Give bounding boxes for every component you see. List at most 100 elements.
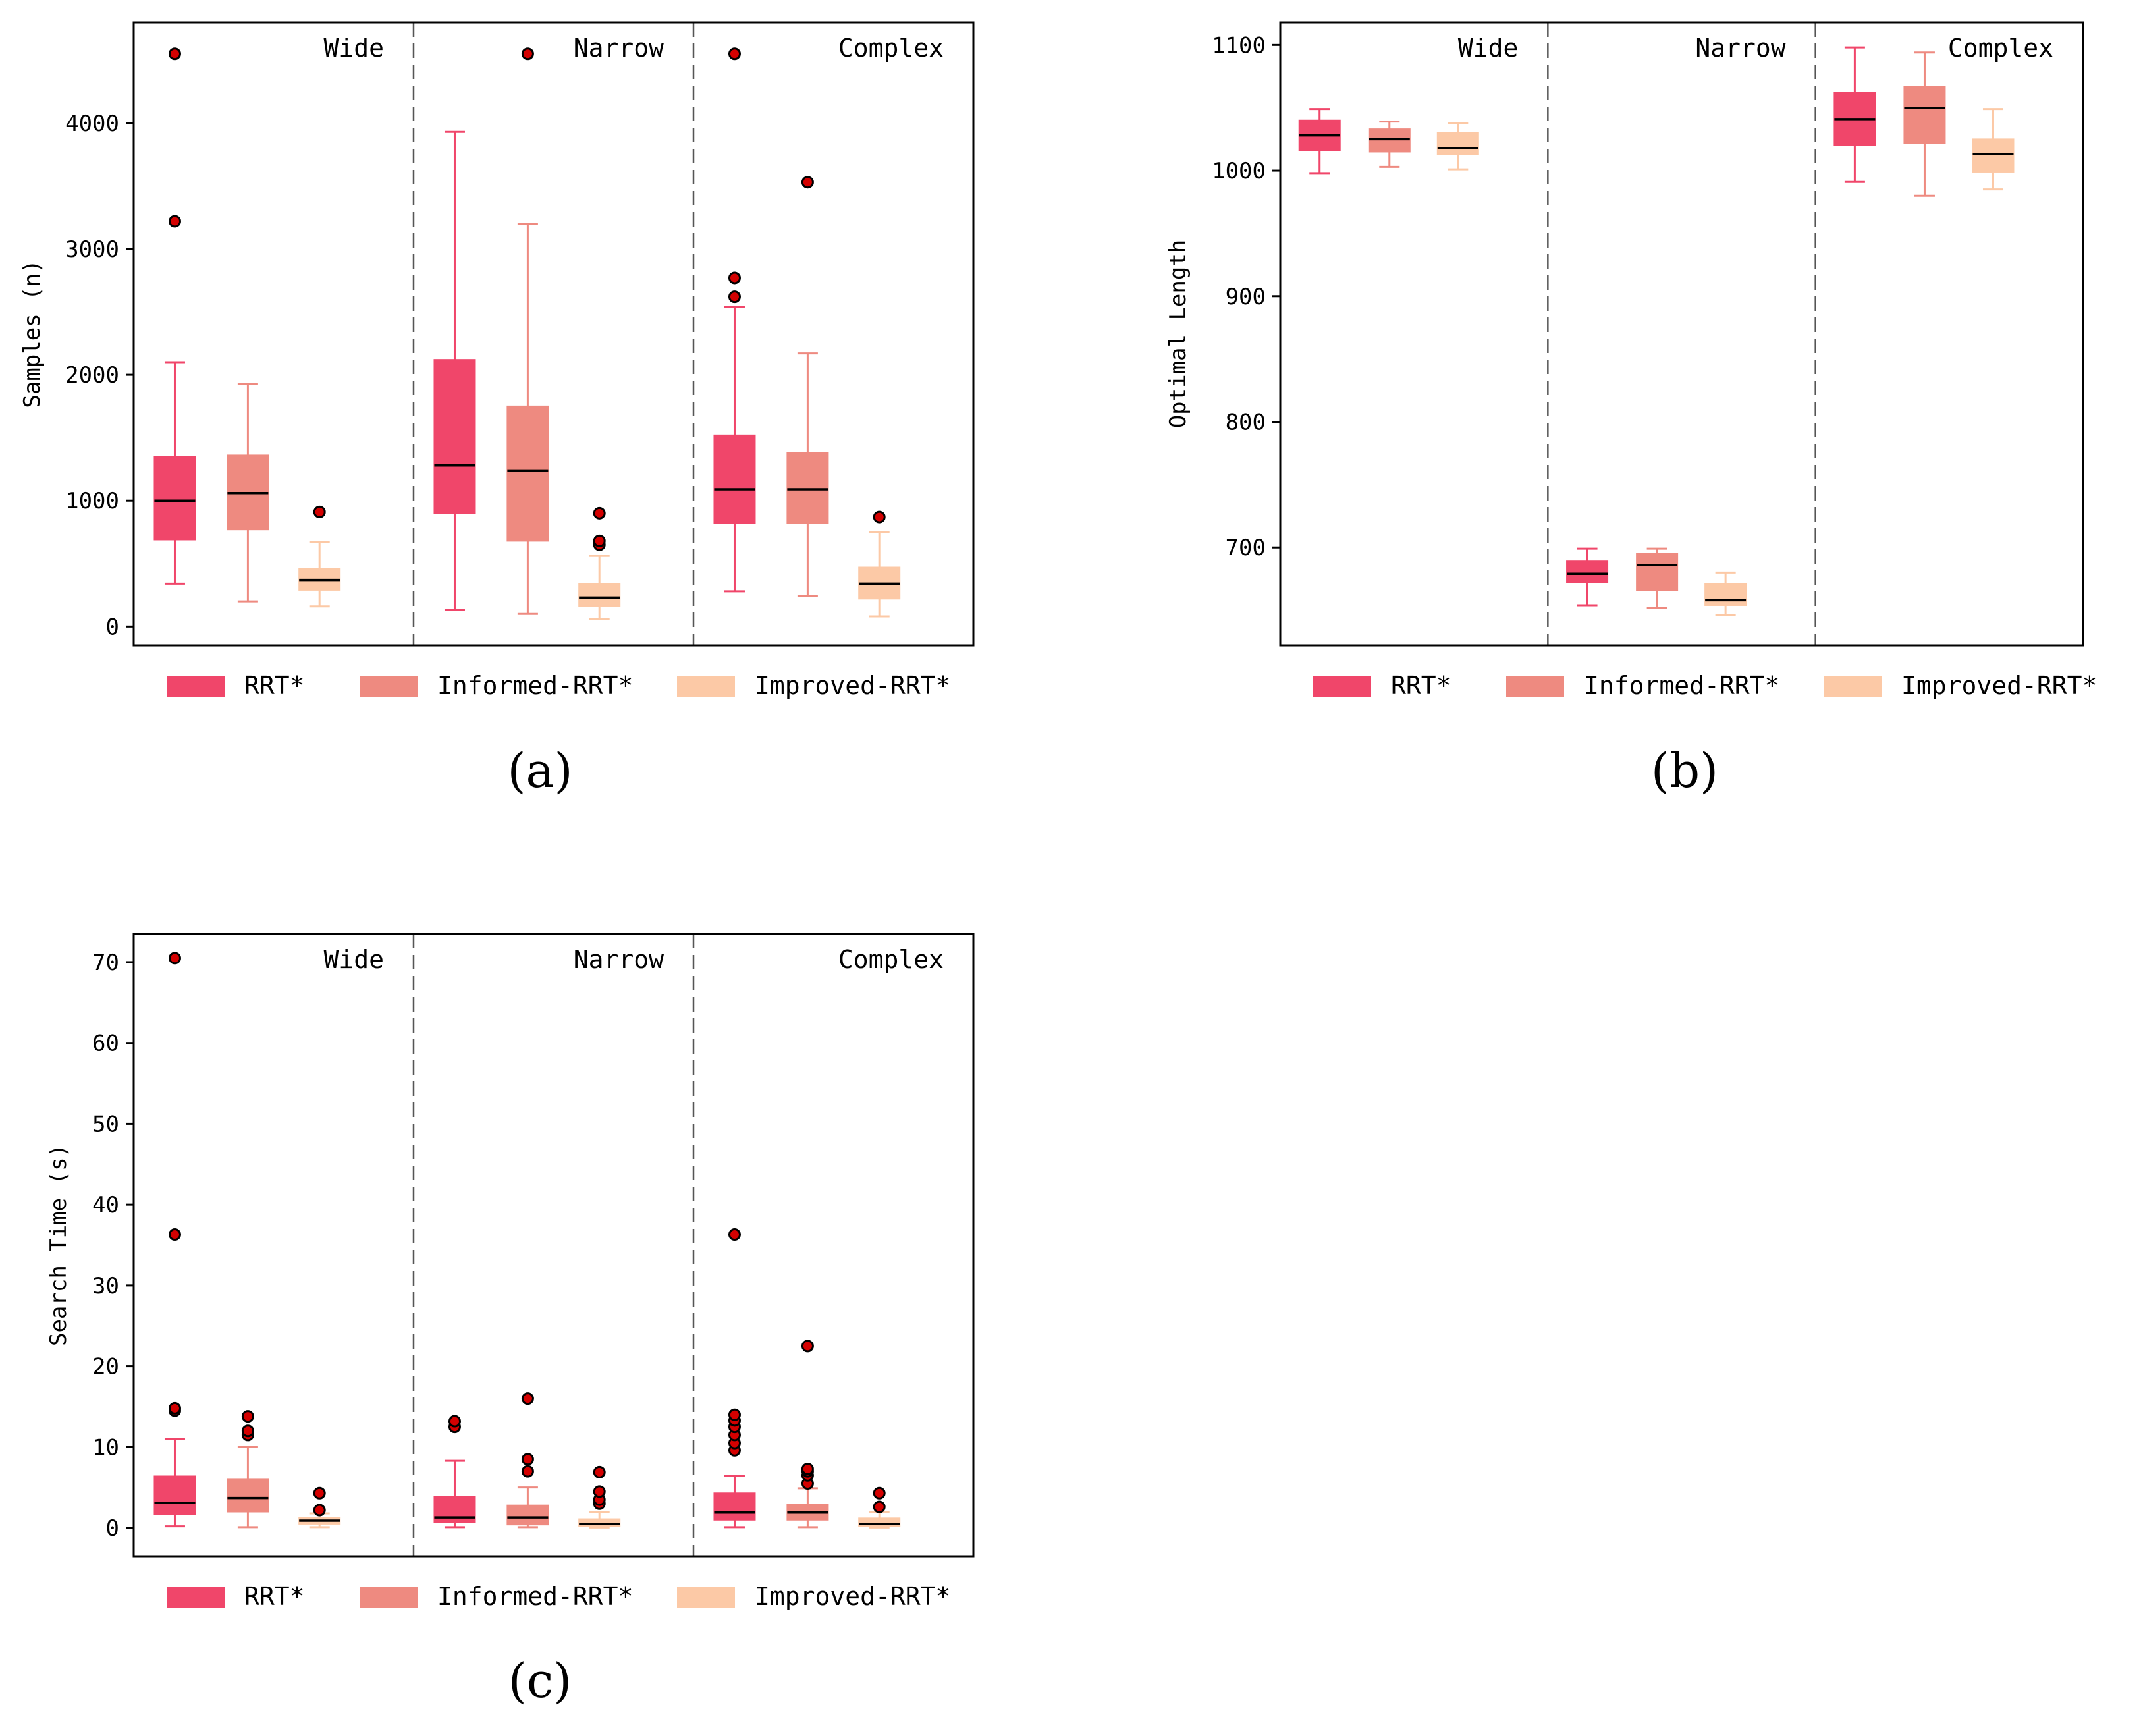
outlier-point [241,1410,254,1423]
legend-swatch [360,1587,418,1608]
outlier-point [593,1465,606,1478]
outlier-point [241,1424,254,1438]
outlier-point [728,1408,741,1421]
box-improved-rrt-star-wide [1436,122,1479,171]
outlier-point [168,1228,181,1241]
outlier-point [521,1453,534,1466]
box-informed-rrt-star-wide [1368,121,1411,168]
box-rrt-star-complex [713,1228,756,1529]
environment-label: Wide [1458,34,1519,63]
outlier-point [728,47,741,61]
legend-label: Improved-RRT* [755,1582,950,1611]
box-rrt-star-wide [1298,108,1341,175]
box-body [786,452,829,524]
y-axis-label: Optimal Length [1165,240,1191,429]
box-informed-rrt-star-wide [227,382,269,603]
y-axis-label: Search Time (s) [45,1144,72,1346]
outlier-point [593,506,606,520]
legend-label: RRT* [244,1582,305,1611]
outlier-point [313,505,326,518]
box-improved-rrt-star-narrow [578,506,621,620]
outlier-point [873,510,886,524]
y-tick-label: 700 [1226,535,1266,561]
legend-swatch [167,676,225,697]
box-body [1903,86,1946,144]
outlier-point [168,1401,181,1415]
legend-item-informed-rrt-star: Informed-RRT* [1506,671,1779,700]
box-body [506,1504,549,1526]
outlier-point [593,534,606,547]
box-rrt-star-complex [1833,46,1876,183]
y-tick-label: 30 [92,1273,119,1299]
outlier-point [168,952,181,965]
y-tick-label: 2000 [65,362,119,389]
environment-label: Wide [323,34,384,63]
outlier-point [168,47,181,61]
y-tick-label: 40 [92,1192,119,1218]
box-body [578,1518,621,1527]
outlier-point [448,1415,461,1428]
y-tick-label: 70 [92,950,119,976]
legend-label: Improved-RRT* [1901,671,2097,700]
box-informed-rrt-star-complex [1903,51,1946,197]
y-tick-label: 1000 [1212,158,1266,184]
box-body [1972,138,2015,173]
y-axis-label: Samples (n) [19,259,45,408]
outlier-point [728,1228,741,1241]
outlier-point [521,47,534,61]
outlier-point [728,271,741,285]
box-improved-rrt-star-wide [298,1486,341,1529]
box-rrt-star-complex [713,47,756,593]
environment-label: Complex [838,945,944,974]
outlier-point [728,290,741,304]
outlier-point [873,1486,886,1500]
box-informed-rrt-star-narrow [1636,547,1679,609]
panel-caption: (b) [1651,743,1718,798]
legend-swatch [677,1587,735,1608]
box-body [1636,553,1679,591]
box-improved-rrt-star-narrow [1704,571,1747,616]
box-body [433,359,476,514]
legend-label: Improved-RRT* [755,671,950,700]
legend-label: Informed-RRT* [437,671,633,700]
environment-label: Complex [1948,34,2053,63]
box-body [1368,128,1411,153]
box-rrt-star-narrow [433,130,476,611]
box-body [1436,132,1479,155]
y-tick-label: 0 [106,1515,119,1542]
box-informed-rrt-star-complex [786,176,829,597]
box-body [153,1475,196,1515]
box-body [1566,560,1609,583]
legend-item-informed-rrt-star: Informed-RRT* [360,1582,633,1611]
environment-label: Narrow [574,945,664,974]
legend-item-improved-rrt-star: Improved-RRT* [677,671,950,700]
box-body [713,434,756,524]
environment-label: Complex [838,34,944,63]
environment-label: Narrow [1695,34,1785,63]
plot-frame [132,21,975,647]
box-rrt-star-wide [153,47,196,585]
outlier-point [593,1485,606,1498]
legend-item-improved-rrt-star: Improved-RRT* [1824,671,2097,700]
box-rrt-star-wide [153,952,196,1528]
panel-1: Wide Narrow Complex 700 800 900 1000 1100 Optima… [1165,21,2097,798]
legend-swatch [1313,676,1371,697]
plot-frame [1279,21,2084,647]
y-tick-label: 800 [1226,410,1266,436]
legend-swatch [1506,676,1564,697]
panel-caption: (a) [507,743,572,798]
outlier-point [521,1392,534,1405]
y-tick-label: 50 [92,1111,119,1137]
outlier-point [313,1504,326,1517]
box-body [506,405,549,542]
legend-swatch [677,676,735,697]
legend-item-rrt-star: RRT* [1313,671,1451,700]
box-improved-rrt-star-complex [858,510,901,618]
box-informed-rrt-star-narrow [506,1392,549,1529]
box-informed-rrt-star-complex [786,1340,829,1529]
legend-label: Informed-RRT* [437,1582,633,1611]
legend-label: Informed-RRT* [1584,671,1779,700]
outlier-point [801,176,814,189]
y-tick-label: 1000 [65,488,119,514]
